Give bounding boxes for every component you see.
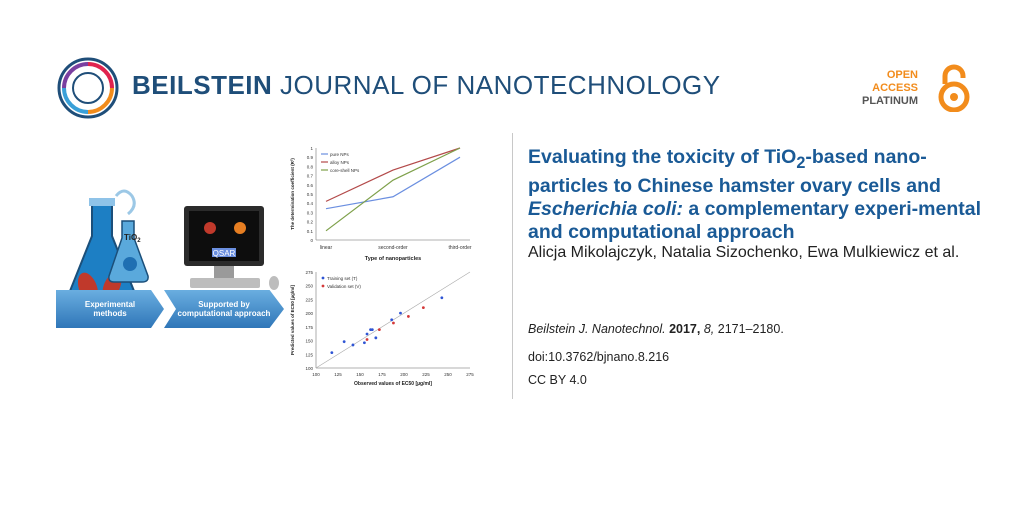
scatter-point — [363, 341, 366, 345]
y-tick-label: 0.4 — [307, 201, 314, 206]
title-subscript: 2 — [796, 153, 806, 172]
doi-link[interactable]: doi:10.3762/bjnano.8.216 — [528, 350, 670, 364]
oa-line-open: OPEN — [886, 69, 919, 81]
series-line — [325, 156, 461, 210]
computational-approach-arrow: Supported by computational approach — [164, 290, 284, 328]
legend-swatch — [321, 276, 325, 280]
scatter-point — [390, 318, 394, 322]
y-axis-title: The determination coefficient (R²) — [290, 158, 295, 230]
title-italic: Escherichia coli: — [528, 197, 683, 220]
scatter-point — [399, 311, 402, 315]
computer-monitor-icon: QSAR — [184, 206, 279, 290]
series-line — [325, 147, 461, 232]
title-part2: -based nano-particles to Chinese hamster… — [528, 146, 941, 197]
journal-title[interactable]: BEILSTEIN JOURNAL OF NANOTECHNOLOGY — [132, 70, 721, 101]
experimental-methods-arrow: Experimental methods — [56, 290, 164, 328]
scatter-point — [330, 351, 334, 355]
citation-volume: 8, — [703, 322, 715, 336]
r2-line-chart: 0 0.1 0.2 0.3 0.4 0.5 0.6 0.7 0.8 0.9 1 linear secon… — [290, 146, 472, 262]
x-tick-label: 100 — [312, 372, 320, 377]
x-tick-label: linear — [320, 245, 333, 251]
article-title[interactable]: Evaluating the toxicity of TiO2-based na… — [528, 146, 988, 244]
scatter-point — [342, 340, 346, 344]
citation-year: 2017, — [669, 322, 701, 336]
journal-abbrev: Beilstein J. Nanotechnol. — [528, 322, 666, 336]
scatter-point — [407, 315, 410, 318]
y-tick-label: 150 — [305, 339, 313, 344]
y-tick-label: 0.9 — [307, 155, 314, 160]
scatter-point — [351, 343, 355, 347]
y-tick-label: 275 — [305, 270, 313, 275]
oa-line-platinum: PLATINUM — [862, 95, 919, 107]
legend-label: Validation set (V) — [327, 284, 361, 289]
beilstein-logo-icon — [57, 57, 119, 119]
legend-label: alloy NPs — [330, 160, 350, 165]
x-tick-label: 275 — [466, 372, 474, 377]
x-tick-label: 150 — [356, 372, 364, 377]
legend-swatch — [321, 284, 325, 288]
y-tick-label: 0.5 — [307, 192, 314, 197]
license[interactable]: CC BY 4.0 — [528, 373, 587, 387]
small-flask-icon — [108, 189, 149, 283]
y-tick-label: 0 — [310, 238, 313, 243]
scatter-point — [374, 336, 378, 340]
arrow1-label: Experimental methods — [84, 300, 136, 318]
y-tick-label: 0.1 — [307, 229, 314, 234]
arrow2-label: Supported by computational approach — [177, 300, 271, 318]
qsar-label: QSAR — [213, 249, 236, 258]
journal-title-rest: JOURNAL OF NANOTECHNOLOGY — [272, 70, 721, 100]
x-tick-label: 225 — [422, 372, 430, 377]
y-tick-label: 0.6 — [307, 183, 314, 188]
scatter-point — [365, 338, 369, 341]
x-tick-label: second-order — [378, 245, 408, 251]
open-access-badge[interactable]: OPEN ACCESS PLATINUM — [862, 69, 918, 108]
legend-label: core-shell NPs — [330, 168, 360, 173]
ec50-scatter-chart: 100 125 150 175 200 225 250 275 100 125 150 175 200 2… — [290, 270, 474, 387]
scatter-point — [370, 328, 374, 331]
x-axis-title: Type of nanoparticles — [365, 256, 421, 262]
y-tick-label: 0.2 — [307, 220, 314, 225]
y-tick-label: 1 — [310, 146, 313, 151]
x-tick-label: third-order — [448, 245, 471, 251]
y-tick-label: 0.7 — [307, 174, 314, 179]
y-tick-label: 200 — [305, 311, 313, 316]
y-tick-label: 175 — [305, 325, 313, 330]
y-axis-title: Predicted values of EC50 [µg/ml] — [290, 285, 295, 355]
scatter-point — [421, 306, 425, 310]
x-tick-label: 250 — [444, 372, 452, 377]
journal-title-bold: BEILSTEIN — [132, 70, 273, 100]
y-tick-label: 100 — [305, 366, 313, 371]
x-tick-label: 125 — [334, 372, 342, 377]
x-tick-label: 200 — [400, 372, 408, 377]
citation: Beilstein J. Nanotechnol. 2017, 8, 2171–… — [528, 322, 784, 336]
series-line — [325, 147, 461, 202]
tio-label: TiO2 — [124, 233, 141, 244]
authors: Alicja Mikolajczyk, Natalia Sizochenko, … — [528, 244, 960, 261]
scatter-point — [377, 328, 381, 331]
x-axis-title: Observed values of EC50 [µg/ml] — [354, 381, 432, 387]
legend-label: pure NPs — [330, 152, 350, 157]
legend-label: Training set (T) — [327, 276, 358, 281]
scatter-point — [392, 321, 395, 325]
y-tick-label: 225 — [305, 297, 313, 302]
y-tick-label: 0.8 — [307, 164, 314, 169]
scatter-point — [440, 296, 444, 300]
oa-line-access: ACCESS — [872, 82, 919, 94]
vertical-divider — [512, 133, 513, 399]
y-tick-label: 125 — [305, 352, 313, 357]
y-tick-label: 0.3 — [307, 210, 314, 215]
title-part3: a complementary experi-mental and comput… — [528, 197, 982, 243]
open-access-lock-icon — [938, 64, 970, 112]
y-tick-label: 250 — [305, 284, 313, 289]
scatter-point — [365, 332, 369, 336]
title-part1: Evaluating the toxicity of TiO — [528, 146, 797, 168]
citation-pages: 2171–2180. — [717, 322, 784, 336]
x-tick-label: 175 — [378, 372, 386, 377]
